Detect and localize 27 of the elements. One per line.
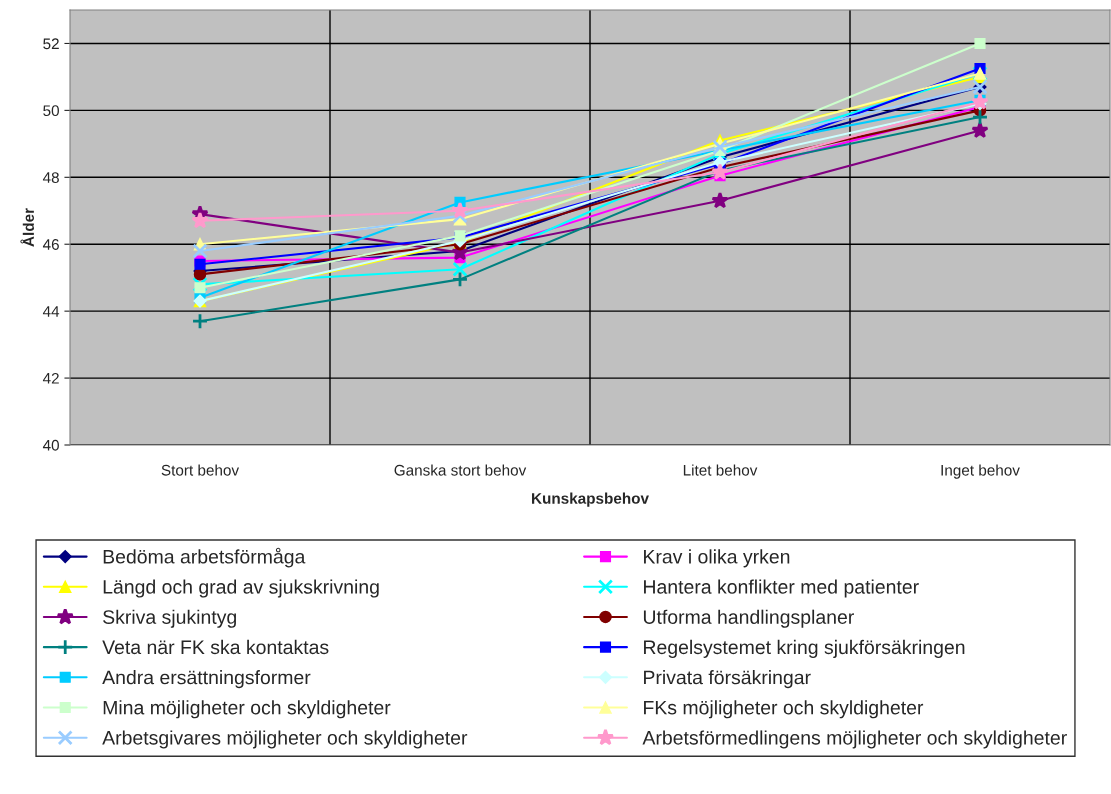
legend-label: Längd och grad av sjukskrivning xyxy=(103,579,379,598)
y-tick-label: 52 xyxy=(43,38,59,50)
legend-label: Hantera konflikter med patienter xyxy=(644,579,919,598)
x-tick-label: Ganska stort behov xyxy=(394,464,527,476)
legend-label: Skriva sjukintyg xyxy=(103,609,236,628)
y-tick-label: 50 xyxy=(43,105,59,117)
legend-label: Regelsystemet kring sjukförsäkringen xyxy=(644,639,965,658)
legend-label: Privata försäkringar xyxy=(644,670,811,689)
legend-label: Andra ersättningsformer xyxy=(102,670,311,689)
legend-label: Utforma handlingsplaner xyxy=(643,609,854,628)
y-axis-title: Ålder xyxy=(20,208,35,247)
x-tick-label: Stort behov xyxy=(161,464,240,476)
legend-label: Veta när FK ska kontaktas xyxy=(102,639,329,655)
legend-label: Arbetsförmedlingens möjligheter och skyldigheter xyxy=(642,730,1067,749)
x-tick-label: Litet behov xyxy=(683,464,758,476)
legend-label: Krav i olika yrken xyxy=(644,549,790,568)
y-tick-label: 48 xyxy=(42,172,59,183)
y-tick-label: 42 xyxy=(42,372,59,384)
y-tick-label: 40 xyxy=(42,439,59,451)
legend-label: FKs möjligheter och skyldigheter xyxy=(644,700,924,719)
legend-label: Mina möjligheter och skyldigheter xyxy=(103,700,391,719)
x-tick-label: Inget behov xyxy=(941,464,1020,479)
legend-label: Arbetsgivares möjligheter och skyldigheter xyxy=(102,730,468,749)
y-tick-label: 46 xyxy=(42,239,59,250)
legend-label: Bedöma arbetsförmåga xyxy=(103,547,306,568)
y-tick-label: 44 xyxy=(42,306,60,317)
x-axis-title: Kunskapsbehov xyxy=(532,492,649,507)
